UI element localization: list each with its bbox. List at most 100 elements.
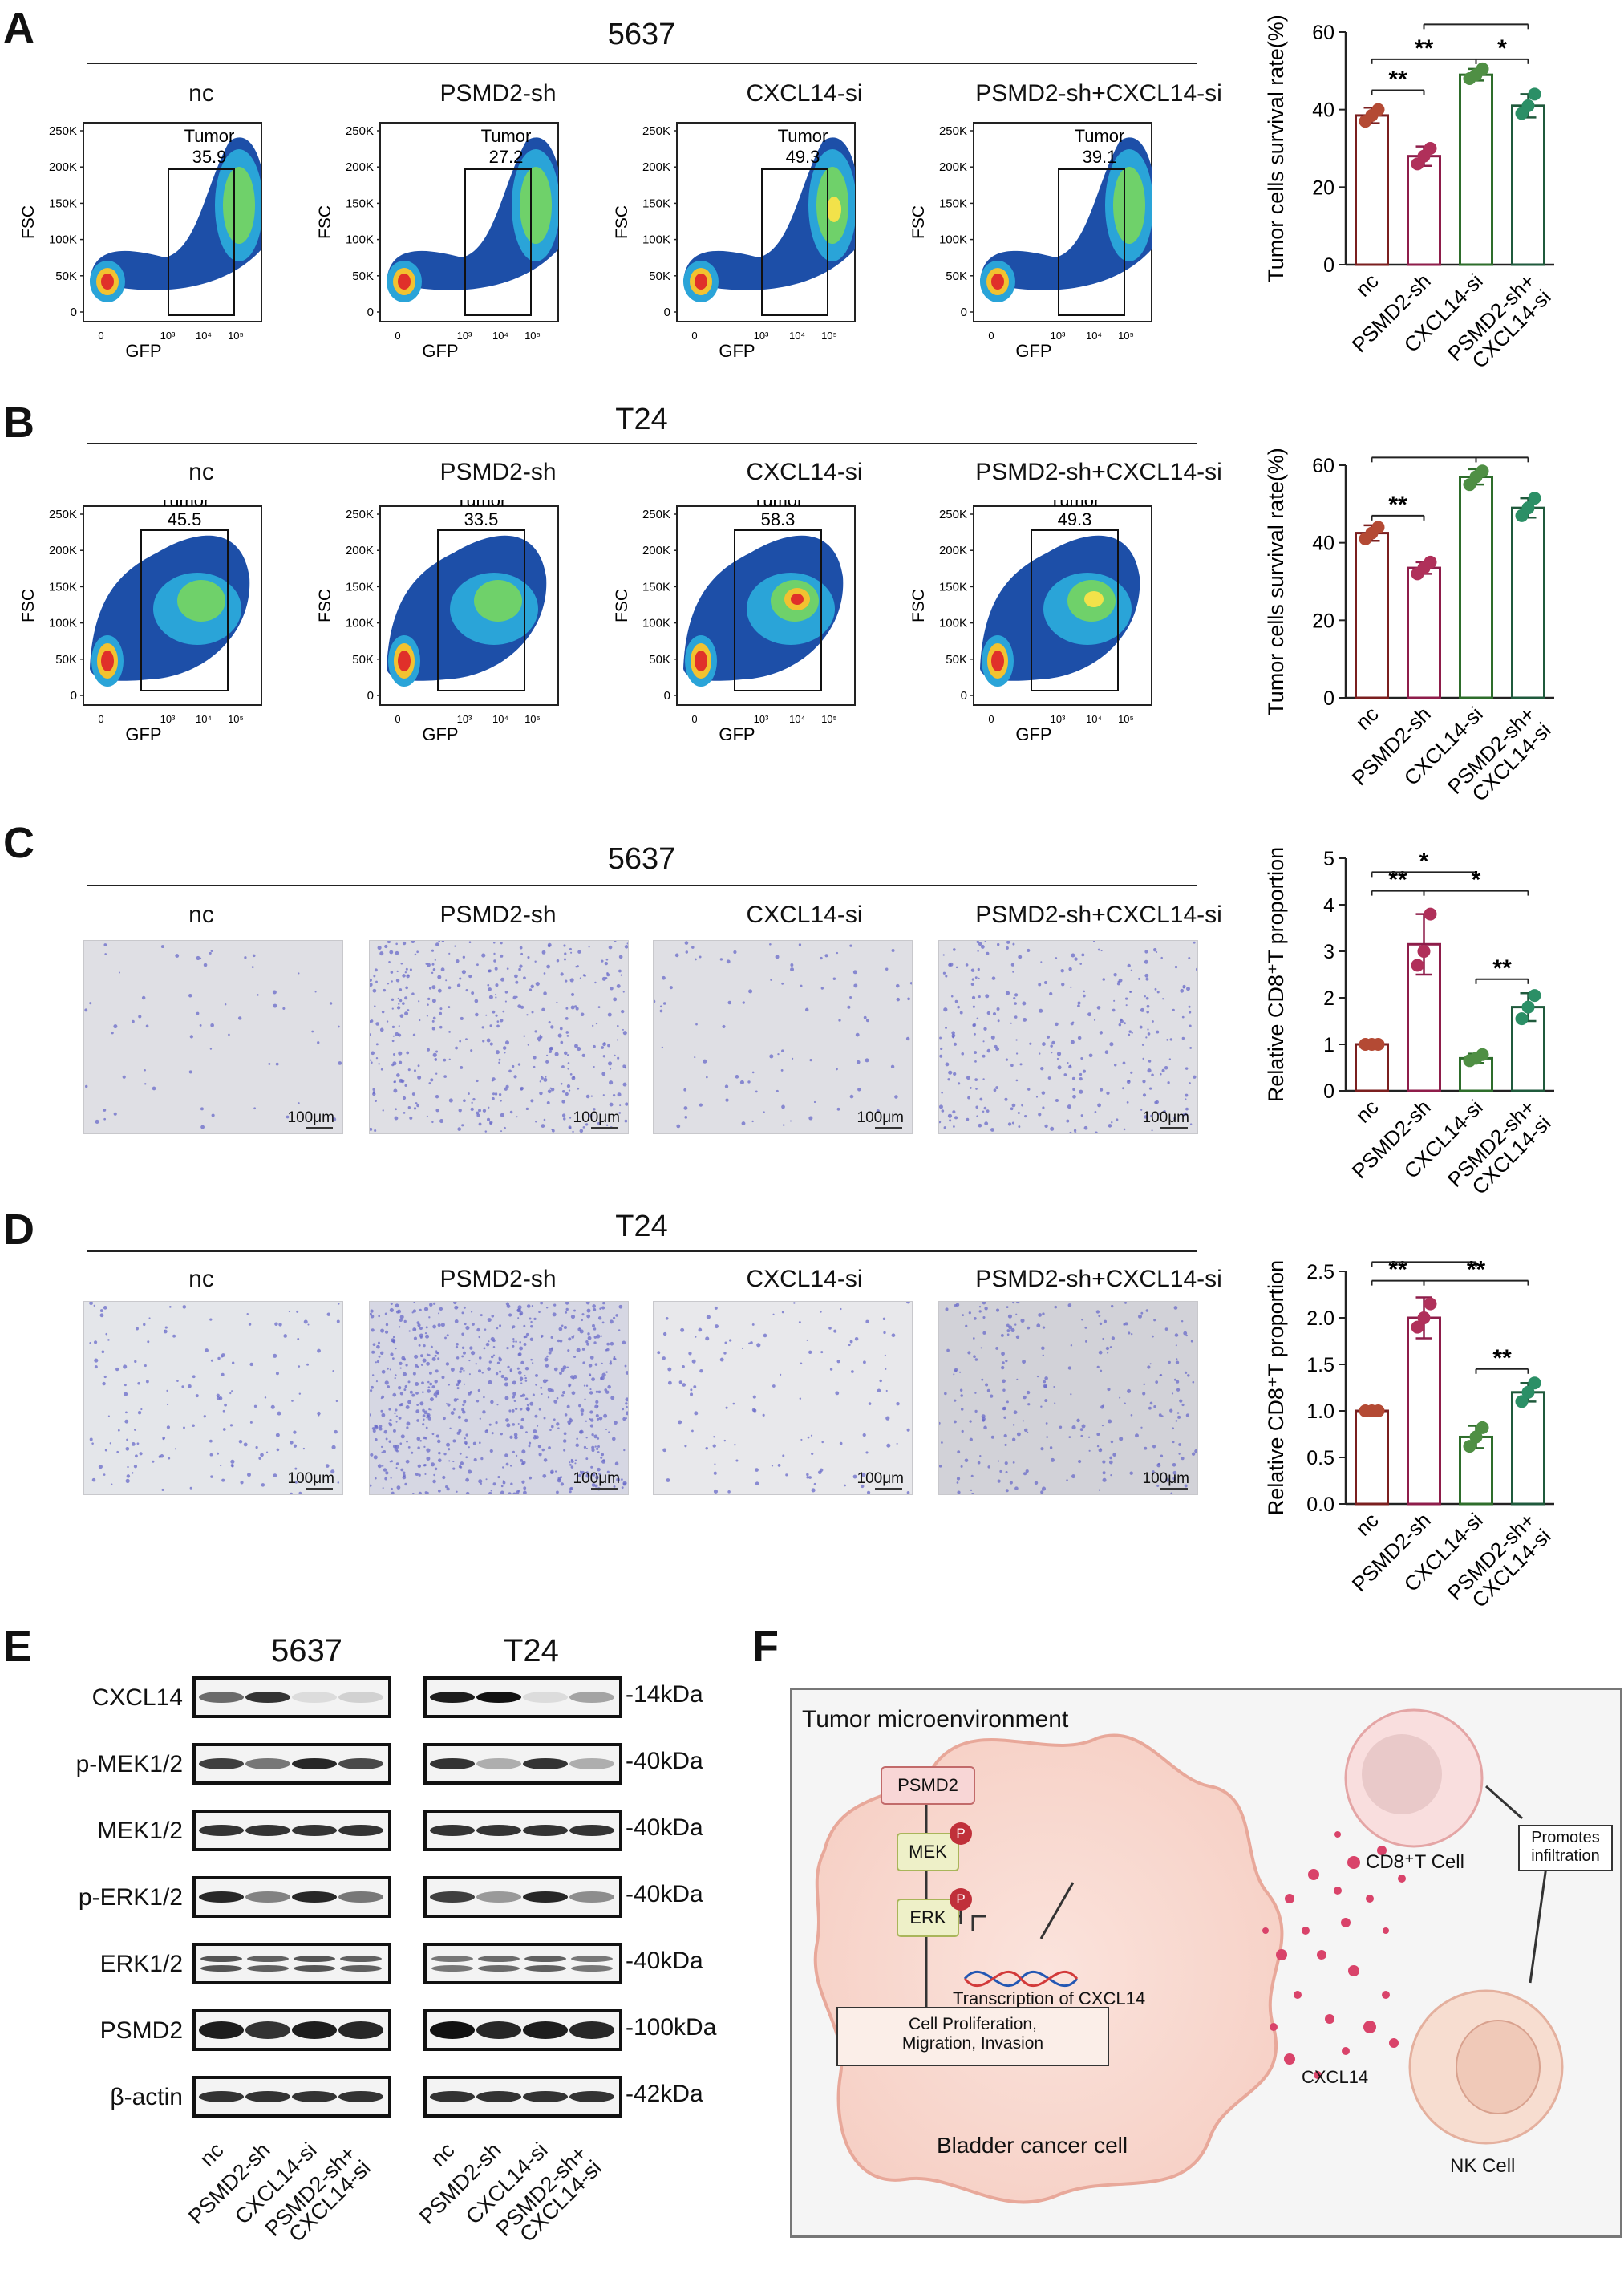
scale-bar — [591, 1127, 618, 1129]
data-point — [1476, 1048, 1489, 1061]
bar-0 — [1355, 1043, 1389, 1092]
flow-ytick: 200K — [642, 160, 670, 174]
wb-blot-t24 — [423, 2009, 622, 2051]
flow-xlabel: GFP — [1015, 341, 1051, 357]
flow-xtick: 10⁴ — [492, 330, 508, 342]
sig-label: * — [1419, 848, 1429, 874]
panel-a-sub-combo: PSMD2-sh+CXCL14-si — [975, 80, 1222, 107]
flow-ytick: 250K — [642, 124, 670, 138]
flow-plot-b-1: 250K 200K 150K 100K 50K 0 0 10³ 10⁴ 10⁵ GFP FSC Tumo… — [316, 500, 559, 740]
transcription-label: Transcription of CXCL14 — [953, 1988, 1146, 2008]
scale-bar — [306, 1488, 333, 1490]
wb-blot-5637 — [192, 2076, 391, 2118]
data-point — [1521, 1000, 1535, 1014]
wb-blot-5637 — [192, 1876, 391, 1918]
band — [245, 1891, 290, 1903]
flow-ytick: 0 — [71, 689, 77, 703]
data-point — [1424, 555, 1437, 569]
flow-ytick: 50K — [649, 270, 670, 283]
flow-ytick: 100K — [346, 617, 374, 630]
flow-ytick: 200K — [49, 160, 77, 174]
bar-3 — [1511, 506, 1545, 699]
flow-ytick: 100K — [49, 233, 77, 247]
panel-a-group-line — [87, 63, 1197, 64]
band — [340, 1965, 382, 1972]
flow-ytick: 0 — [961, 306, 967, 319]
stained-cells — [89, 1302, 340, 1494]
y-tick-label: 0.0 — [1306, 1494, 1334, 1516]
band — [199, 1825, 244, 1836]
band — [523, 1758, 568, 1769]
phospho-mek-badge: P — [950, 1822, 972, 1845]
flow-ylabel: FSC — [909, 205, 928, 239]
flow-ytick: 100K — [49, 617, 77, 630]
flow-density — [387, 535, 547, 687]
flow-plot-a-1: 250K 200K 150K 100K 50K 0 0 10³ 10⁴ 10⁵ GFP FSC Tumo… — [316, 122, 559, 357]
stained-cells — [370, 1302, 628, 1494]
panel-d-sub-nc: nc — [188, 1266, 214, 1292]
y-tick-label: 5 — [1323, 848, 1334, 870]
band — [430, 1891, 475, 1903]
flow-xtick: 10⁵ — [821, 713, 837, 725]
panel-letter-a: A — [3, 4, 34, 52]
flow-density — [387, 137, 558, 302]
scale-bar — [1160, 1488, 1188, 1490]
sig-label: ** — [1388, 67, 1407, 93]
svg-text:nc: nc — [1351, 269, 1383, 302]
band — [294, 1965, 335, 1972]
micrograph-d-cxcl14: 100μm — [653, 1301, 913, 1495]
flow-ytick: 250K — [49, 124, 77, 138]
data-point — [1528, 492, 1541, 505]
tumor-microenvironment-label: Tumor microenvironment — [802, 1706, 1069, 1733]
bar-1 — [1407, 566, 1441, 699]
wb-blot-t24 — [423, 1943, 622, 1984]
sig-label: ** — [1388, 867, 1407, 894]
band — [523, 1692, 568, 1703]
data-point — [1476, 62, 1489, 75]
wb-row-label: p-ERK1/2 — [78, 1884, 183, 1911]
sig-label: * — [1497, 35, 1507, 62]
flow-ylabel: FSC — [909, 589, 928, 622]
gate-value: 35.9 — [192, 147, 227, 167]
band — [245, 2021, 290, 2039]
micrograph-c-nc: 100μm — [83, 940, 343, 1134]
flow-ytick: 100K — [939, 617, 967, 630]
sig-label: ** — [1492, 955, 1512, 982]
flow-ylabel: FSC — [316, 589, 334, 622]
wb-kda-label: -40kDa — [626, 1948, 703, 1974]
y-tick-label: 4 — [1323, 894, 1334, 917]
band — [340, 1956, 382, 1962]
flow-ytick: 0 — [71, 306, 77, 319]
band — [430, 1825, 475, 1836]
arrow-nk-promotes — [1529, 1866, 1548, 1984]
band — [292, 1825, 337, 1836]
scale-bar — [306, 1127, 333, 1129]
band — [569, 2021, 614, 2039]
y-axis-label: Relative CD8⁺T proportion — [1264, 847, 1288, 1102]
flow-xlabel: GFP — [719, 341, 755, 357]
gate-label: Tumor — [456, 500, 507, 510]
data-point — [1463, 1440, 1476, 1453]
wb-row-label: β-actin — [110, 2084, 183, 2110]
category-label-0: nc — [1351, 269, 1383, 302]
y-tick-label: 1.5 — [1306, 1354, 1334, 1376]
category-label-0: nc — [1351, 1508, 1383, 1541]
data-point — [1515, 1395, 1529, 1408]
flow-xlabel: GFP — [422, 724, 458, 740]
erk-box: ERK — [897, 1899, 959, 1937]
sig-label: ** — [1467, 16, 1486, 26]
flow-density — [90, 535, 250, 687]
bar-2 — [1459, 73, 1493, 266]
panel-letter-d: D — [3, 1206, 34, 1254]
scale-label: 100μm — [287, 1109, 334, 1126]
band — [571, 1965, 613, 1972]
scale-label: 100μm — [573, 1470, 620, 1487]
flow-ytick: 200K — [939, 544, 967, 557]
sig-label: * — [1497, 449, 1507, 460]
data-point — [1371, 521, 1385, 534]
y-tick-label: 1 — [1323, 1034, 1334, 1056]
wb-row-label: ERK1/2 — [99, 1951, 183, 1977]
sig-label: ** — [1415, 35, 1434, 62]
micrograph-d-combo: 100μm — [938, 1301, 1198, 1495]
stained-cells — [370, 941, 628, 1133]
